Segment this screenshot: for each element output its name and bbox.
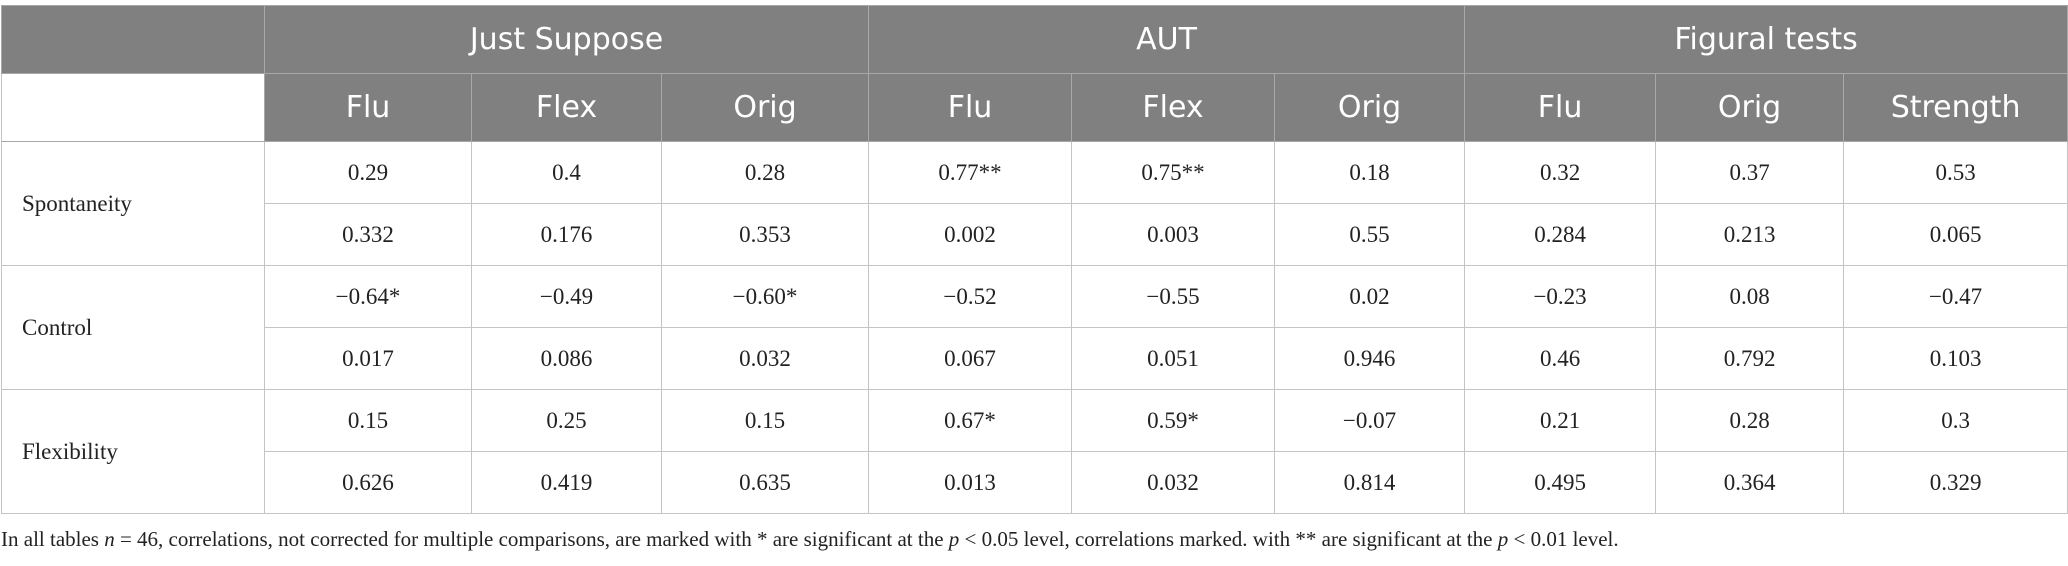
cell: 0.792 — [1655, 327, 1845, 390]
cell: 0.032 — [1071, 451, 1276, 514]
cell: 0.353 — [660, 203, 870, 266]
footnote-symbol: p — [948, 527, 960, 551]
group-header: Just Suppose — [263, 5, 870, 74]
cell: 0.284 — [1464, 203, 1657, 266]
column-header: Flex — [471, 73, 662, 142]
cell: −0.49 — [471, 265, 662, 328]
row-label: Spontaneity — [1, 141, 265, 266]
cell: 0.051 — [1071, 327, 1276, 390]
group-header: Figural tests — [1464, 5, 2068, 74]
cell: 0.003 — [1071, 203, 1276, 266]
data-row: 0.017 0.086 0.032 0.067 0.051 0.946 0.46 0.792 0… — [2, 327, 2068, 390]
data-row: 0.626 0.419 0.635 0.013 0.032 0.814 0.495 0.364… — [2, 451, 2068, 514]
footnote-text: In all tables — [1, 527, 105, 551]
column-header: Orig — [1274, 73, 1466, 142]
cell: 0.032 — [660, 327, 870, 390]
cell: 0.77** — [868, 141, 1073, 204]
cell: 0.08 — [1655, 265, 1845, 328]
cell: −0.64* — [264, 265, 472, 328]
data-row: 0.332 0.176 0.353 0.002 0.003 0.55 0.284 0.213 0… — [2, 203, 2068, 266]
footnote-symbol: n — [104, 527, 115, 551]
cell: 0.25 — [471, 389, 662, 452]
cell: 0.329 — [1843, 451, 2068, 514]
cell: 0.814 — [1274, 451, 1466, 514]
data-row: Control −0.64* −0.49 −0.60* −0.52 −0.55 0.02 −0… — [1, 265, 2068, 390]
footnote: In all tables n = 46, correlations, not … — [1, 527, 1619, 552]
cell: 0.635 — [660, 451, 870, 514]
header-row: Flu Flex Orig Flu Flex Orig Flu Orig Strength — [1, 73, 2068, 142]
header-row: Just Suppose AUT Figural tests — [1, 5, 2068, 74]
column-header: Orig — [1655, 73, 1845, 142]
cell: 0.364 — [1655, 451, 1845, 514]
data-row: Spontaneity 0.29 0.4 0.28 0.77** 0.75** 0.18 0.… — [1, 141, 2068, 266]
row-label: Control — [1, 265, 265, 390]
column-header: Strength — [1843, 73, 2068, 142]
cell: −0.07 — [1274, 389, 1466, 452]
row-label: Flexibility — [1, 389, 265, 514]
cell: −0.60* — [660, 265, 870, 328]
cell: 0.946 — [1274, 327, 1466, 390]
cell: −0.47 — [1843, 265, 2068, 328]
cell: 0.419 — [471, 451, 662, 514]
cell: 0.332 — [264, 203, 472, 266]
cell: 0.37 — [1655, 141, 1845, 204]
cell: 0.017 — [264, 327, 472, 390]
cell: −0.52 — [868, 265, 1073, 328]
cell: 0.02 — [1274, 265, 1466, 328]
footnote-text: < 0.05 level, correlations marked. with … — [959, 527, 1498, 551]
corner-cell — [1, 73, 265, 142]
cell: 0.15 — [660, 389, 870, 452]
column-header: Flu — [1464, 73, 1657, 142]
footnote-symbol: p — [1497, 527, 1509, 551]
cell: 0.53 — [1843, 141, 2068, 204]
cell: 0.32 — [1464, 141, 1657, 204]
cell: 0.495 — [1464, 451, 1657, 514]
cell: 0.013 — [868, 451, 1073, 514]
cell: 0.3 — [1843, 389, 2068, 452]
cell: 0.18 — [1274, 141, 1466, 204]
cell: 0.4 — [471, 141, 662, 204]
data-row: Flexibility 0.15 0.25 0.15 0.67* 0.59* −0.07 0.… — [1, 389, 2068, 514]
cell: 0.067 — [868, 327, 1073, 390]
cell: 0.213 — [1655, 203, 1845, 266]
column-header: Flu — [868, 73, 1073, 142]
column-header: Flex — [1071, 73, 1276, 142]
cell: 0.176 — [471, 203, 662, 266]
cell: 0.21 — [1464, 389, 1657, 452]
footnote-text: < 0.01 level. — [1508, 527, 1619, 551]
cell: 0.75** — [1071, 141, 1276, 204]
cell: 0.59* — [1071, 389, 1276, 452]
cell: 0.002 — [868, 203, 1073, 266]
cell: 0.086 — [471, 327, 662, 390]
cell: 0.103 — [1843, 327, 2068, 390]
cell: 0.28 — [1655, 389, 1845, 452]
cell: 0.67* — [868, 389, 1073, 452]
cell: 0.15 — [264, 389, 472, 452]
footnote-text: = 46, correlations, not corrected for mu… — [114, 527, 949, 551]
cell: 0.065 — [1843, 203, 2068, 266]
cell: 0.626 — [264, 451, 472, 514]
cell: −0.55 — [1071, 265, 1276, 328]
cell: 0.55 — [1274, 203, 1466, 266]
cell: 0.46 — [1464, 327, 1657, 390]
column-header: Orig — [660, 73, 870, 142]
group-header: AUT — [868, 5, 1466, 74]
cell: −0.23 — [1464, 265, 1657, 328]
column-header: Flu — [264, 73, 472, 142]
cell: 0.28 — [660, 141, 870, 204]
corner-cell — [1, 5, 265, 74]
cell: 0.29 — [264, 141, 472, 204]
correlation-table: Just Suppose AUT Figural tests Flu Flex Orig F… — [1, 5, 2068, 514]
